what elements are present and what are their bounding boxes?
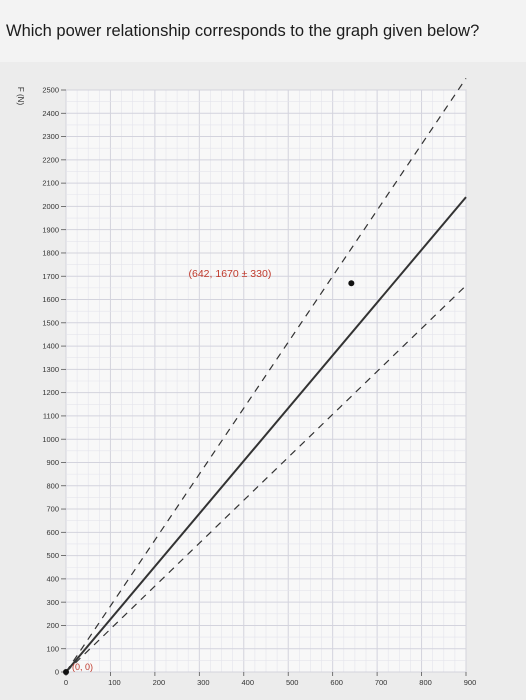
- data-point: [63, 669, 69, 675]
- y-tick-label: 1200: [42, 388, 59, 397]
- x-tick-label: 0: [64, 678, 68, 687]
- x-tick-label: 500: [286, 678, 299, 687]
- x-axis-ticks: 0 100 200 300 400 500 600 700 800 900: [64, 672, 476, 687]
- y-tick-label: 600: [46, 528, 59, 537]
- y-tick-label: 500: [46, 551, 59, 560]
- data-point: [348, 280, 355, 287]
- y-tick-label: 1700: [42, 272, 59, 281]
- x-tick-label: 100: [108, 678, 121, 687]
- series-line-dashed: [65, 78, 467, 673]
- y-tick-label: 2300: [42, 132, 59, 141]
- y-tick-label: 200: [46, 621, 59, 630]
- y-axis-ticks: 0 100 200 300 400 500 600 700 800 900 1000 1100 1200…: [42, 86, 66, 677]
- y-tick-label: 1300: [42, 365, 59, 374]
- y-tick-label: 300: [46, 598, 59, 607]
- y-tick-label: 900: [46, 458, 59, 467]
- y-tick-label: 2200: [42, 155, 59, 164]
- y-tick-label: 1000: [42, 435, 59, 444]
- y-tick-label: 2500: [42, 86, 59, 95]
- origin-point-label: (0, 0): [72, 662, 93, 672]
- x-tick-label: 300: [197, 678, 210, 687]
- y-tick-label: 100: [46, 644, 59, 653]
- y-tick-label: 1900: [42, 225, 59, 234]
- x-tick-label: 900: [464, 678, 477, 687]
- y-tick-label: 1600: [42, 295, 59, 304]
- question-text: Which power relationship corresponds to …: [6, 22, 480, 40]
- force-chart: 0100200300400500600700800900100011001200…: [16, 78, 476, 687]
- y-tick-label: 2400: [42, 109, 59, 118]
- x-tick-label: 200: [153, 678, 166, 687]
- x-tick-label: 700: [375, 678, 388, 687]
- grid: [65, 89, 467, 673]
- series-group: [65, 78, 467, 673]
- y-tick-label: 1400: [42, 342, 59, 351]
- series-line-solid: [65, 196, 467, 673]
- y-tick-label: 800: [46, 481, 59, 490]
- x-tick-label: 400: [242, 678, 255, 687]
- points-group: (0, 0) (642, 1670 ± 330): [63, 268, 355, 675]
- y-tick-label: 2100: [42, 179, 59, 188]
- y-tick-label: 0: [55, 668, 59, 677]
- y-tick-label: 2000: [42, 202, 59, 211]
- y-tick-label: 400: [46, 574, 59, 583]
- y-tick-label: 1100: [43, 412, 59, 421]
- y-axis-label: F (N): [16, 87, 25, 106]
- y-tick-label: 1500: [42, 318, 59, 327]
- x-tick-label: 800: [419, 678, 432, 687]
- y-tick-label: 700: [46, 505, 59, 514]
- series-line-dashed: [65, 285, 467, 673]
- y-tick-label: 1800: [42, 249, 59, 258]
- x-tick-label: 600: [330, 678, 343, 687]
- data-point-label: (642, 1670 ± 330): [189, 268, 272, 280]
